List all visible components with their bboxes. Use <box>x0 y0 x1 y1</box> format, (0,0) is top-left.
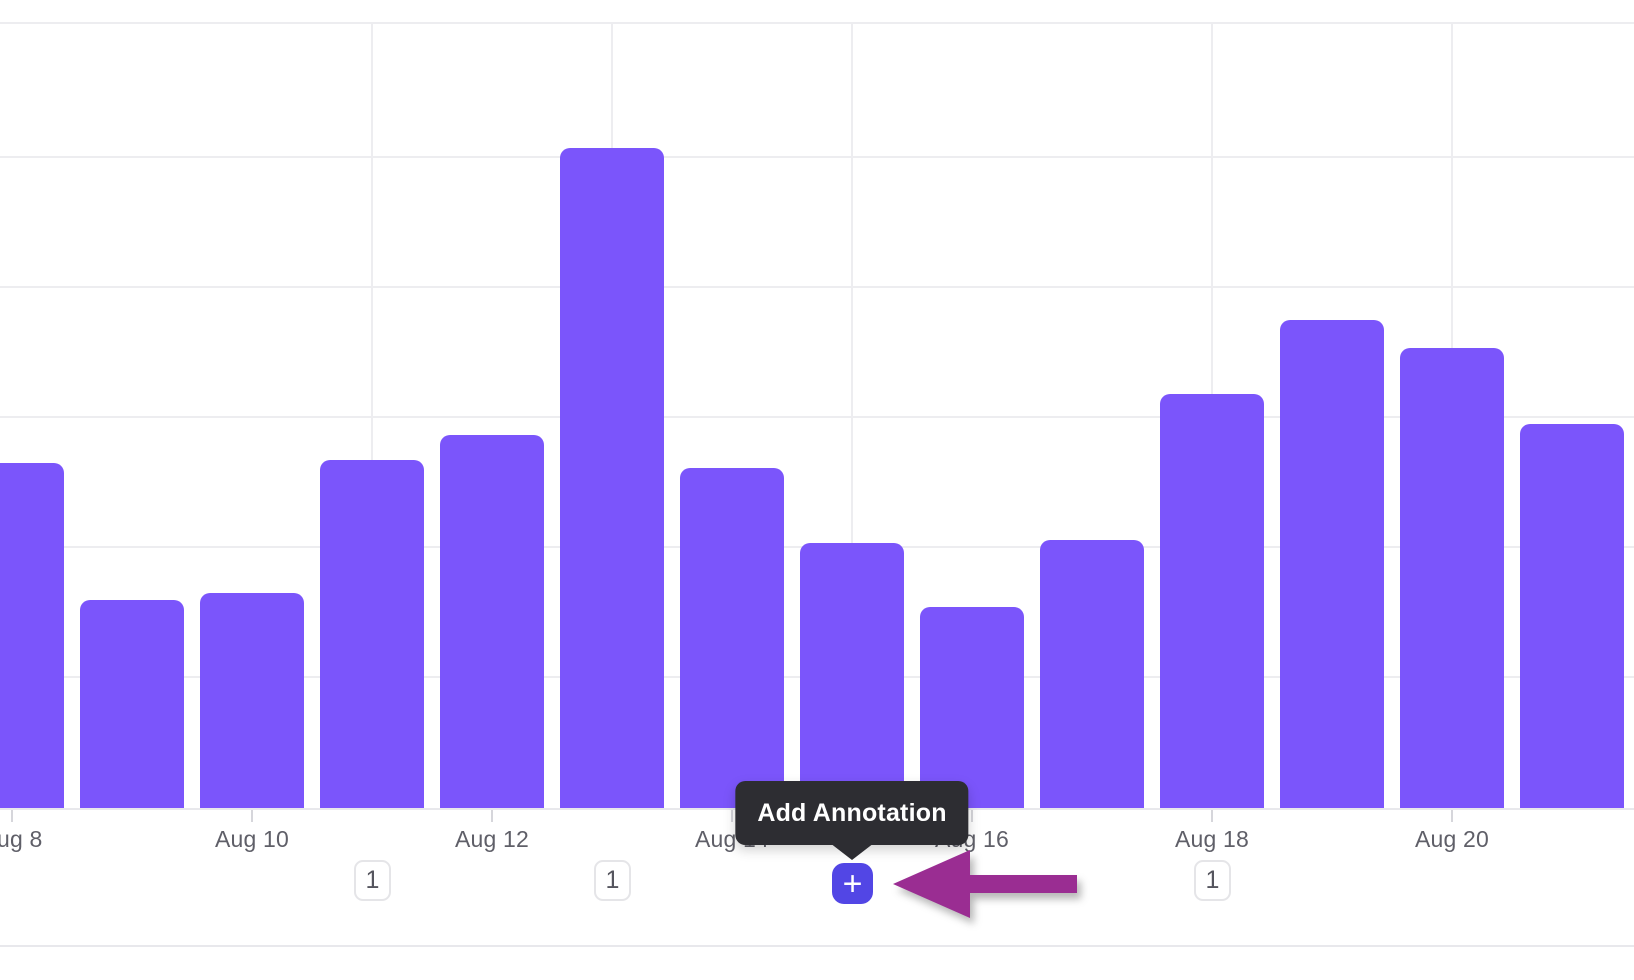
add-annotation-button[interactable]: + <box>832 863 873 904</box>
gridline <box>0 22 1634 24</box>
chart-bar[interactable] <box>320 460 424 808</box>
x-axis-label: Aug 10 <box>214 826 290 852</box>
chart-bar[interactable] <box>1040 540 1144 808</box>
x-axis-tick <box>1451 810 1453 822</box>
x-axis-tick <box>251 810 253 822</box>
chart-bar[interactable] <box>920 607 1024 808</box>
chart-bar[interactable] <box>800 543 904 808</box>
x-axis-tick <box>731 810 733 822</box>
chart-bar[interactable] <box>440 435 544 808</box>
x-axis-label: Aug 18 <box>1174 826 1250 852</box>
annotation-arrow-icon <box>893 850 1077 918</box>
gridline <box>0 286 1634 288</box>
chart-bar[interactable] <box>1280 320 1384 808</box>
chart-bar[interactable] <box>200 593 304 808</box>
chart-bar[interactable] <box>1160 394 1264 808</box>
x-axis-label: Aug 12 <box>454 826 530 852</box>
gridline <box>371 22 373 808</box>
x-axis-tick <box>11 810 13 822</box>
chart-bar[interactable] <box>80 600 184 808</box>
x-axis-label: Aug 8 <box>0 826 43 852</box>
annotation-badge[interactable]: 1 <box>1194 860 1231 901</box>
chart-bar[interactable] <box>1520 424 1624 808</box>
chart-bar[interactable] <box>1400 348 1504 808</box>
section-divider <box>0 945 1634 947</box>
gridline <box>851 22 853 808</box>
gridline <box>0 416 1634 418</box>
x-axis-label: Aug 20 <box>1414 826 1490 852</box>
x-axis-tick <box>971 810 973 822</box>
plus-icon: + <box>842 864 863 903</box>
chart-bar[interactable] <box>680 468 784 808</box>
chart-bar[interactable] <box>560 148 664 808</box>
tooltip-caret <box>830 843 874 860</box>
add-annotation-tooltip: Add Annotation <box>735 781 969 845</box>
x-axis-tick <box>1211 810 1213 822</box>
annotation-badge[interactable]: 1 <box>354 860 391 901</box>
chart-bar[interactable] <box>0 463 64 808</box>
tooltip-label: Add Annotation <box>757 798 947 827</box>
annotation-badge[interactable]: 1 <box>594 860 631 901</box>
gridline <box>0 156 1634 158</box>
x-axis-tick <box>491 810 493 822</box>
